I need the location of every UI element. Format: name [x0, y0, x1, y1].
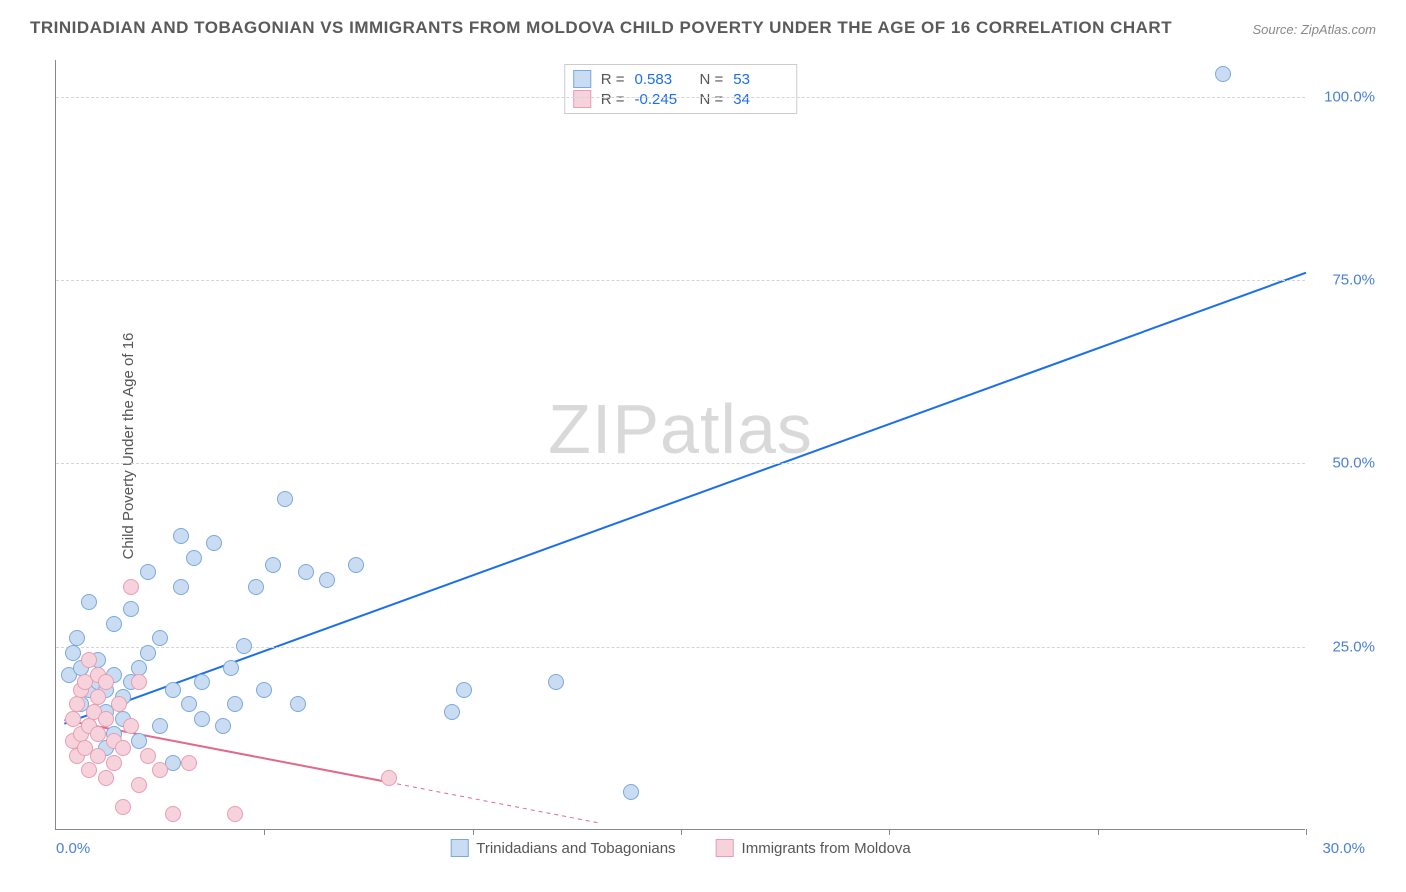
data-point	[65, 645, 81, 661]
data-point	[165, 682, 181, 698]
data-point	[165, 806, 181, 822]
gridline	[56, 463, 1305, 464]
legend-swatch	[573, 70, 591, 88]
data-point	[98, 674, 114, 690]
gridline	[56, 280, 1305, 281]
chart-title: TRINIDADIAN AND TOBAGONIAN VS IMMIGRANTS…	[30, 18, 1172, 38]
stat-r-value: -0.245	[635, 91, 690, 108]
data-point	[223, 660, 239, 676]
data-point	[173, 579, 189, 595]
data-point	[298, 564, 314, 580]
x-tick-mark	[473, 829, 474, 835]
data-point	[256, 682, 272, 698]
x-axis-tick-start: 0.0%	[56, 840, 90, 857]
stat-r-label: R =	[601, 91, 625, 108]
data-point	[111, 696, 127, 712]
data-point	[131, 733, 147, 749]
data-point	[444, 704, 460, 720]
x-tick-mark	[889, 829, 890, 835]
data-point	[548, 674, 564, 690]
data-point	[123, 718, 139, 734]
data-point	[265, 557, 281, 573]
data-point	[131, 660, 147, 676]
data-point	[69, 696, 85, 712]
data-point	[152, 718, 168, 734]
data-point	[194, 674, 210, 690]
stat-r-label: R =	[601, 71, 625, 88]
data-point	[81, 594, 97, 610]
data-point	[81, 652, 97, 668]
data-point	[319, 572, 335, 588]
data-point	[69, 630, 85, 646]
data-point	[123, 601, 139, 617]
legend-swatch	[573, 90, 591, 108]
legend-swatch	[716, 839, 734, 857]
stats-legend: R = 0.583 N = 53 R = -0.245 N = 34	[564, 64, 798, 114]
data-point	[115, 799, 131, 815]
data-point	[227, 806, 243, 822]
legend-item: Trinidadians and Tobagonians	[450, 839, 675, 857]
chart-svg	[56, 60, 1305, 829]
stats-row: R = -0.245 N = 34	[573, 89, 789, 109]
y-axis-tick: 100.0%	[1315, 88, 1375, 105]
x-tick-mark	[1098, 829, 1099, 835]
data-point	[206, 535, 222, 551]
x-tick-mark	[264, 829, 265, 835]
data-point	[81, 762, 97, 778]
data-point	[348, 557, 364, 573]
data-point	[456, 682, 472, 698]
data-point	[90, 689, 106, 705]
data-point	[98, 770, 114, 786]
data-point	[277, 491, 293, 507]
data-point	[131, 777, 147, 793]
data-point	[248, 579, 264, 595]
data-point	[140, 564, 156, 580]
data-point	[140, 748, 156, 764]
data-point	[115, 740, 131, 756]
data-point	[140, 645, 156, 661]
stats-row: R = 0.583 N = 53	[573, 69, 789, 89]
data-point	[90, 748, 106, 764]
stat-n-value: 34	[733, 91, 788, 108]
data-point	[152, 630, 168, 646]
data-point	[123, 579, 139, 595]
data-point	[290, 696, 306, 712]
legend-label: Trinidadians and Tobagonians	[476, 840, 675, 857]
data-point	[65, 711, 81, 727]
stat-r-value: 0.583	[635, 71, 690, 88]
data-point	[194, 711, 210, 727]
source-attribution: Source: ZipAtlas.com	[1252, 22, 1376, 37]
data-point	[623, 784, 639, 800]
legend-swatch	[450, 839, 468, 857]
x-tick-mark	[1306, 829, 1307, 835]
data-point	[181, 696, 197, 712]
data-point	[106, 616, 122, 632]
data-point	[106, 755, 122, 771]
data-point	[236, 638, 252, 654]
data-point	[186, 550, 202, 566]
stat-n-value: 53	[733, 71, 788, 88]
stat-n-label: N =	[700, 91, 724, 108]
series-legend: Trinidadians and Tobagonians Immigrants f…	[450, 839, 911, 857]
data-point	[181, 755, 197, 771]
y-axis-tick: 50.0%	[1315, 455, 1375, 472]
data-point	[227, 696, 243, 712]
legend-item: Immigrants from Moldova	[716, 839, 911, 857]
data-point	[98, 711, 114, 727]
data-point	[1215, 66, 1231, 82]
data-point	[173, 528, 189, 544]
legend-label: Immigrants from Moldova	[742, 840, 911, 857]
data-point	[90, 726, 106, 742]
x-tick-mark	[681, 829, 682, 835]
gridline	[56, 97, 1305, 98]
y-axis-tick: 75.0%	[1315, 272, 1375, 289]
x-axis-tick-end: 30.0%	[1322, 840, 1365, 857]
stat-n-label: N =	[700, 71, 724, 88]
data-point	[131, 674, 147, 690]
data-point	[381, 770, 397, 786]
y-axis-tick: 25.0%	[1315, 638, 1375, 655]
data-point	[215, 718, 231, 734]
plot-area: ZIPatlas R =0.583N =53R =-0.245N =34 Tri…	[55, 60, 1305, 830]
data-point	[152, 762, 168, 778]
